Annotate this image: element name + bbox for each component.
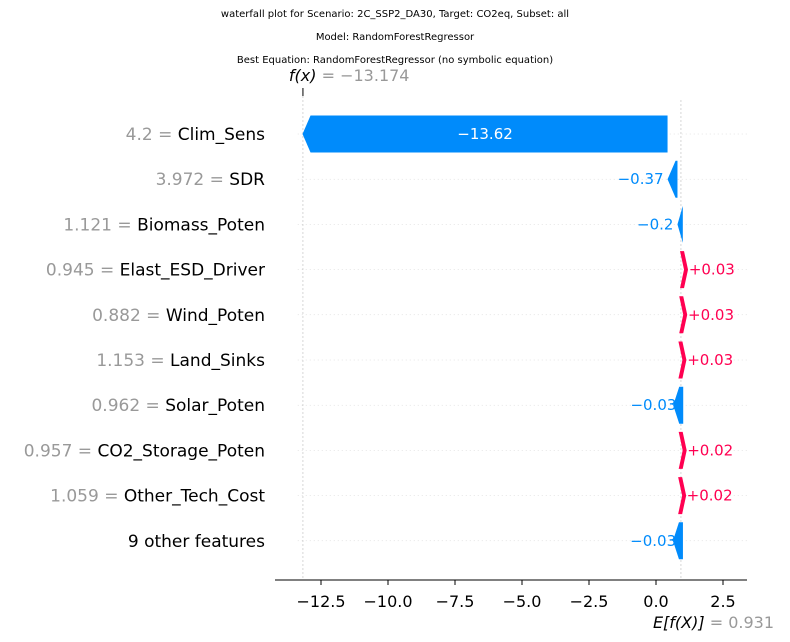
x-tick-label: −2.5 — [570, 592, 609, 611]
x-tick-label: 2.5 — [710, 592, 735, 611]
bar-sdr — [667, 160, 678, 198]
bar-value-label: +0.02 — [687, 441, 733, 459]
feature-label: 1.121 = Biomass_Poten — [63, 215, 265, 235]
bar-other-tech-cost — [678, 477, 687, 515]
bar-value-label: +0.02 — [687, 487, 733, 505]
base-value-label: E[f(X)] = 0.931 — [653, 613, 774, 632]
model-subtitle: Model: RandomForestRegressor — [315, 32, 475, 43]
bar-value-label: +0.03 — [688, 306, 734, 324]
feature-label: 3.972 = SDR — [156, 170, 266, 190]
feature-label: 0.962 = Solar_Poten — [91, 396, 265, 416]
bar-value-label: +0.03 — [687, 351, 733, 369]
bar-value-label: −0.37 — [618, 170, 664, 188]
bar-elast-esd-driver — [680, 251, 689, 289]
bar-value-label: −0.03 — [630, 396, 676, 414]
bar-value-label: −0.2 — [637, 215, 673, 233]
bar-biomass-poten — [677, 205, 683, 243]
bar-clim-sens — [302, 115, 668, 153]
feature-label: 0.882 = Wind_Poten — [92, 306, 265, 326]
bar-9-other-features — [672, 522, 683, 560]
bar-value-label: +0.03 — [689, 261, 735, 279]
bar-value-label: −13.62 — [457, 125, 513, 143]
feature-label: 1.153 = Land_Sinks — [96, 351, 265, 371]
feature-label: 1.059 = Other_Tech_Cost — [50, 487, 265, 507]
x-tick-label: 0.0 — [643, 592, 668, 611]
feature-label: 0.945 = Elast_ESD_Driver — [46, 261, 265, 281]
x-tick-label: −12.5 — [296, 592, 345, 611]
bar-value-label: −0.03 — [630, 532, 676, 550]
bar-land-sinks — [678, 341, 687, 379]
feature-label: 9 other features — [128, 532, 265, 552]
bar-wind-poten — [679, 296, 688, 334]
output-value-label: f(x) = −13.174 — [289, 66, 410, 85]
bar-co2-storage-poten — [678, 431, 687, 469]
chart-title: waterfall plot for Scenario: 2C_SSP2_DA3… — [220, 9, 570, 20]
feature-label: 0.957 = CO2_Storage_Poten — [24, 441, 265, 461]
equation-subtitle: Best Equation: RandomForestRegressor (no… — [236, 55, 554, 66]
x-tick-label: −7.5 — [436, 592, 475, 611]
feature-label: 4.2 = Clim_Sens — [126, 125, 265, 145]
x-tick-label: −5.0 — [503, 592, 542, 611]
bar-solar-poten — [673, 386, 684, 424]
x-tick-label: −10.0 — [363, 592, 412, 611]
